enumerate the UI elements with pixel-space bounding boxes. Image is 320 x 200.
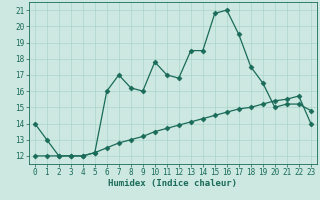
X-axis label: Humidex (Indice chaleur): Humidex (Indice chaleur): [108, 179, 237, 188]
